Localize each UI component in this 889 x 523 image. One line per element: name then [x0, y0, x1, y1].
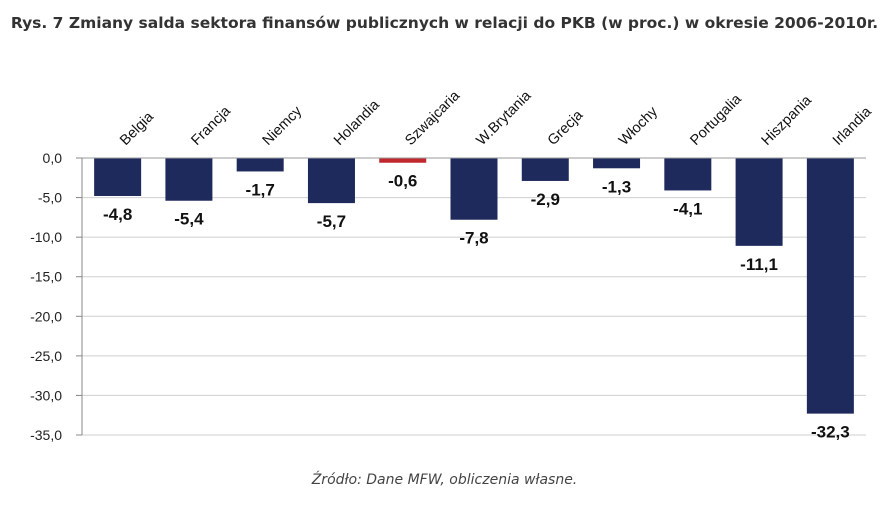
data-label: -11,1	[740, 255, 778, 274]
data-labels: -4,8 -5,4 -1,7 -5,7 -0,6 -7,8 -2,9 -1,3 -4,1 -11,…	[103, 172, 850, 442]
data-label: -5,4	[174, 210, 204, 229]
category-label: W.Brytania	[474, 87, 536, 149]
category-label: Irlandia	[830, 103, 876, 149]
category-label: Belgia	[117, 108, 157, 148]
y-tick-label: -5,0	[38, 190, 62, 206]
y-tick-label: -15,0	[30, 269, 62, 285]
category-label: Francja	[188, 103, 234, 149]
y-tick-label: -30,0	[30, 387, 62, 403]
category-label: Grecja	[545, 107, 587, 149]
bar	[735, 158, 783, 246]
y-tick-label: -20,0	[30, 308, 62, 324]
category-label: Holandia	[331, 96, 383, 148]
chart-source: Źródło: Dane MFW, obliczenia własne.	[311, 472, 578, 488]
data-label: -4,1	[673, 199, 702, 218]
bar	[806, 158, 854, 414]
category-label: Hiszpania	[759, 92, 816, 149]
bar	[165, 158, 213, 201]
bar	[664, 158, 712, 191]
data-label: -7,8	[459, 229, 488, 248]
bar	[379, 158, 427, 163]
category-label: Włochy	[616, 103, 661, 148]
data-label: -4,8	[103, 205, 132, 224]
bar	[521, 158, 569, 181]
category-label: Niemcy	[260, 103, 306, 149]
y-tick-label: -25,0	[30, 348, 62, 364]
bar	[593, 158, 641, 169]
bars	[94, 158, 854, 414]
y-tick-label: -10,0	[30, 229, 62, 245]
category-label: Szwajcaria	[402, 87, 464, 149]
bar	[307, 158, 355, 204]
data-label: -2,9	[531, 190, 560, 209]
category-label: Portugalia	[687, 91, 745, 149]
chart-title: Rys. 7 Zmiany salda sektora finansów pub…	[10, 14, 879, 32]
bar	[450, 158, 498, 220]
y-tick-label: 0,0	[43, 150, 63, 166]
bar	[236, 158, 284, 172]
category-labels: Belgia Francja Niemcy Holandia Szwajcaria W.B…	[117, 87, 875, 149]
data-label: -0,6	[388, 172, 417, 191]
y-axis: 0,0 -5,0 -10,0 -15,0 -20,0 -25,0 -30,0 -35,0	[30, 150, 866, 443]
bar	[94, 158, 142, 196]
y-tick-label: -35,0	[30, 427, 62, 443]
data-label: -32,3	[811, 423, 850, 442]
data-label: -5,7	[317, 212, 346, 231]
data-label: -1,7	[246, 180, 275, 199]
data-label: -1,3	[602, 177, 631, 196]
